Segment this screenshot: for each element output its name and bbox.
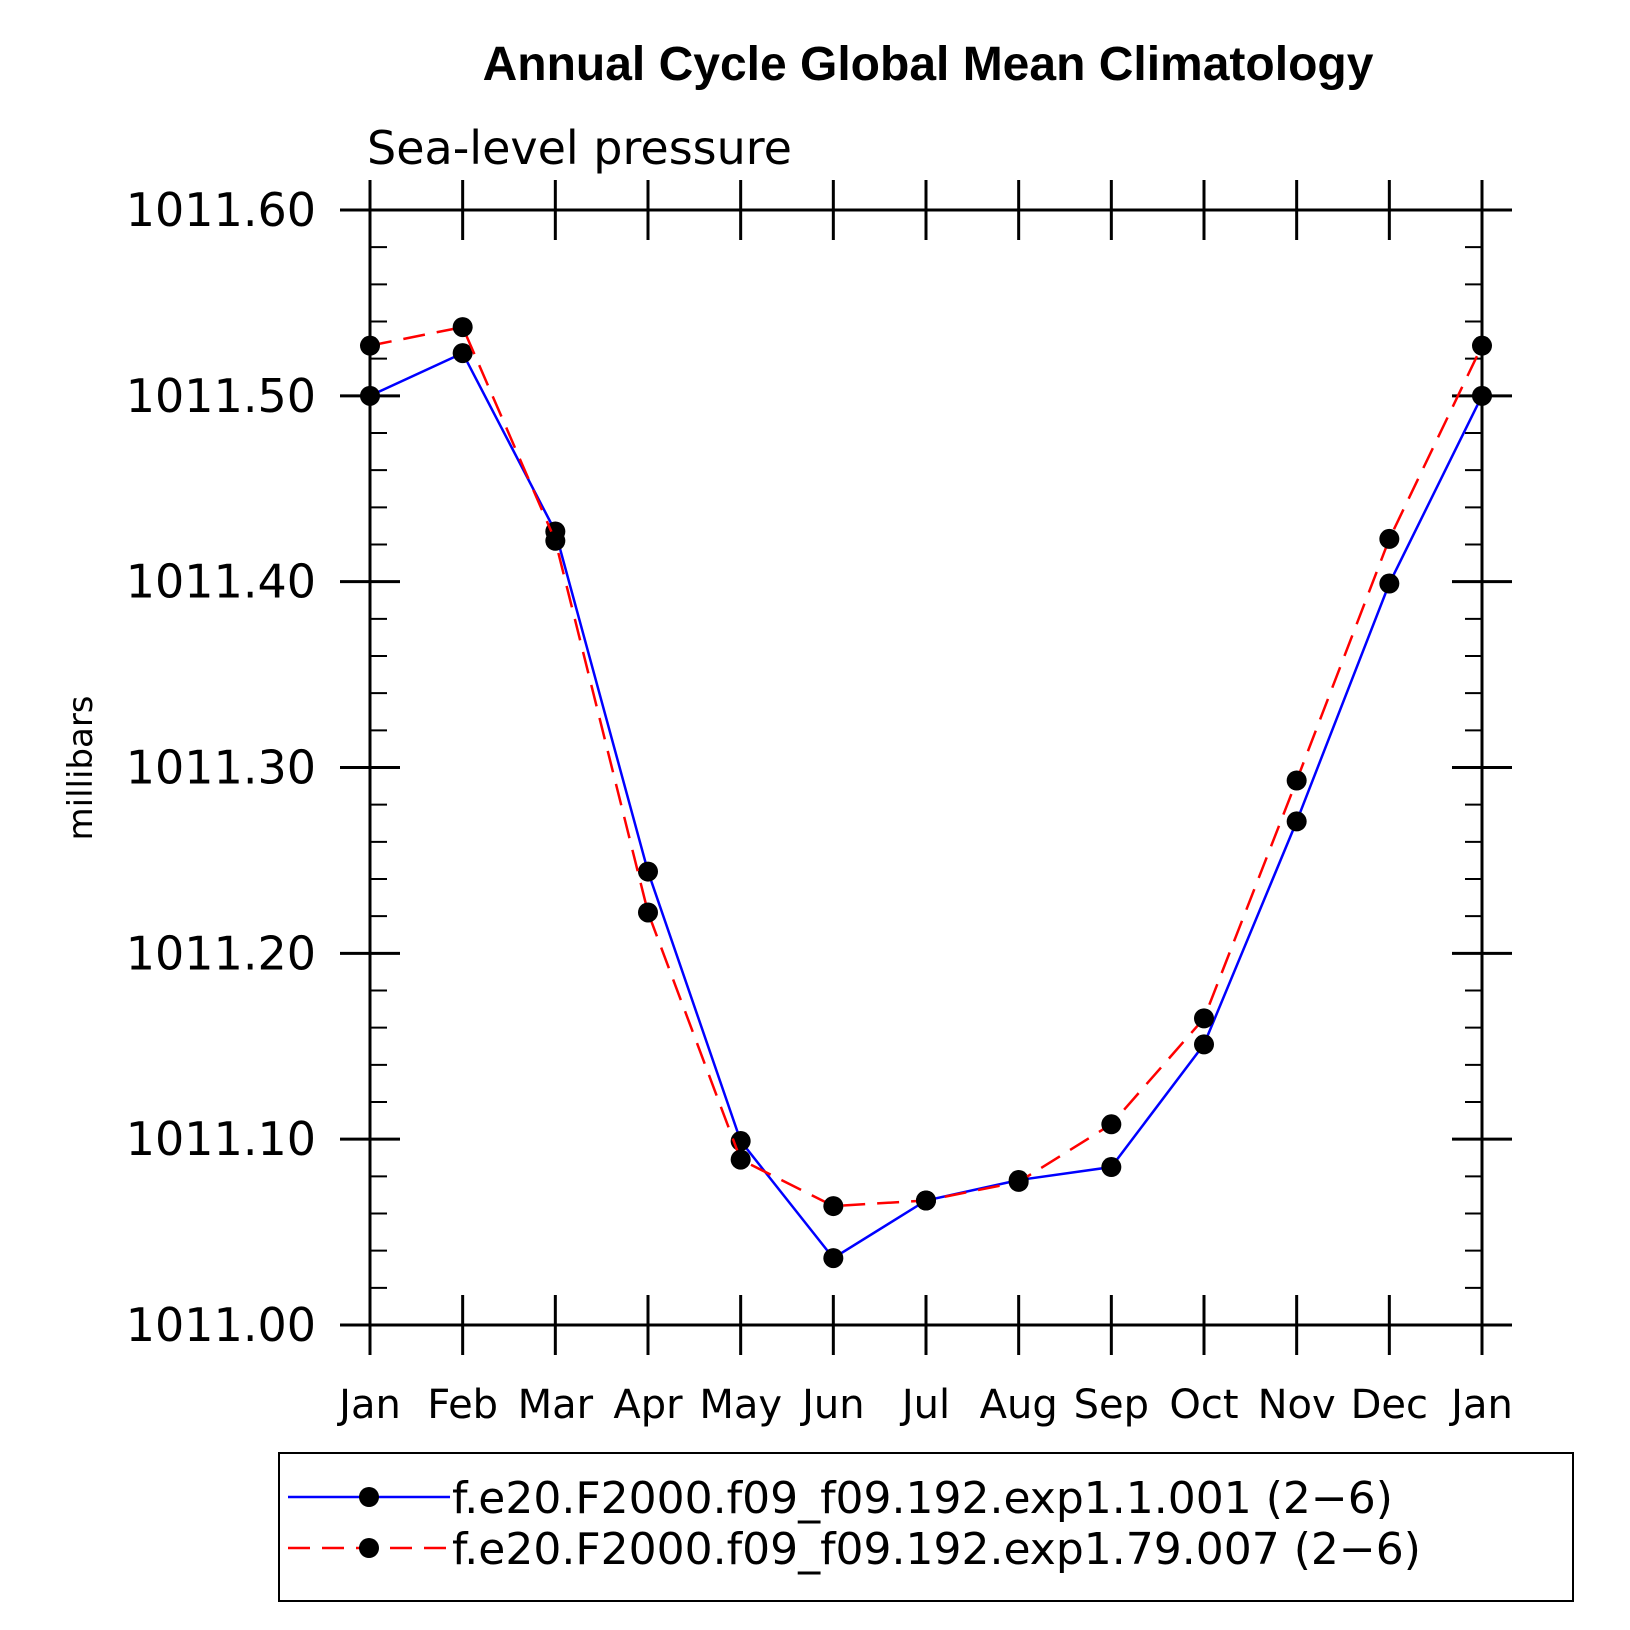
data-point xyxy=(916,1190,936,1211)
legend: f.e20.F2000.f09_f09.192.exp1.1.001 (2−6)… xyxy=(278,1452,1574,1602)
data-point xyxy=(1101,1157,1122,1178)
x-tick-label: Jan xyxy=(336,1382,401,1428)
legend-marker xyxy=(359,1487,379,1507)
series-line xyxy=(369,325,1484,1208)
x-tick-label: Oct xyxy=(1169,1382,1238,1428)
x-tick-label: Feb xyxy=(427,1382,498,1428)
y-tick-label: 1011.30 xyxy=(126,741,316,795)
data-point xyxy=(638,861,658,882)
chart-title: Annual Cycle Global Mean Climatology xyxy=(483,38,1374,91)
x-axis: Jan Feb Mar Apr May Jun Jul Aug Sep Oct Nov Dec Jan xyxy=(336,180,1513,1428)
series-line xyxy=(369,351,1484,1260)
data-point xyxy=(360,385,380,406)
x-tick-label: Jun xyxy=(799,1382,865,1428)
chart-subtitle: Sea-level pressure xyxy=(367,121,792,175)
x-tick-label: Apr xyxy=(613,1382,683,1428)
y-tick-label: 1011.50 xyxy=(126,369,316,423)
legend-label: f.e20.F2000.f09_f09.192.exp1.1.001 (2−6) xyxy=(452,1473,1393,1524)
legend-marker xyxy=(359,1538,379,1558)
data-point xyxy=(1286,811,1307,832)
x-tick-label: Aug xyxy=(980,1382,1058,1428)
y-axis: 1011.00 1011.10 1011.20 1011.30 1011.40 1011.… xyxy=(126,183,1512,1352)
data-point xyxy=(452,317,473,338)
data-point xyxy=(545,530,566,551)
data-point xyxy=(452,343,473,364)
data-point xyxy=(1379,528,1400,549)
y-tick-label: 1011.60 xyxy=(126,183,316,237)
data-point xyxy=(730,1149,751,1170)
x-tick-label: Jul xyxy=(899,1382,950,1428)
data-point xyxy=(1101,1114,1122,1135)
legend-label: f.e20.F2000.f09_f09.192.exp1.79.007 (2−6… xyxy=(452,1524,1421,1575)
y-axis-label: millibars xyxy=(61,695,101,840)
x-tick-label: Jan xyxy=(1448,1382,1513,1428)
y-tick-label: 1011.20 xyxy=(126,926,316,980)
data-point xyxy=(1472,385,1492,406)
data-point xyxy=(1008,1171,1029,1192)
data-point xyxy=(823,1248,844,1269)
x-tick-label: May xyxy=(699,1382,782,1428)
legend-frame xyxy=(278,1452,1574,1602)
data-point xyxy=(1379,573,1400,594)
y-tick-label: 1011.40 xyxy=(126,555,316,609)
x-tick-label: Nov xyxy=(1258,1382,1336,1428)
plot-series xyxy=(360,317,1492,1269)
data-point xyxy=(823,1196,844,1217)
data-point xyxy=(360,335,380,356)
x-tick-label: Sep xyxy=(1074,1382,1149,1428)
plot-frame xyxy=(368,208,1484,1327)
data-point xyxy=(1194,1008,1214,1029)
data-point xyxy=(1286,770,1307,791)
y-tick-label: 1011.00 xyxy=(126,1298,316,1352)
data-point xyxy=(638,902,658,923)
x-tick-label: Dec xyxy=(1351,1382,1428,1428)
x-tick-label: Mar xyxy=(518,1382,594,1428)
data-point xyxy=(1472,335,1492,356)
data-point xyxy=(1194,1034,1214,1055)
y-tick-label: 1011.10 xyxy=(126,1112,316,1166)
minor-ticks xyxy=(370,246,1482,1289)
